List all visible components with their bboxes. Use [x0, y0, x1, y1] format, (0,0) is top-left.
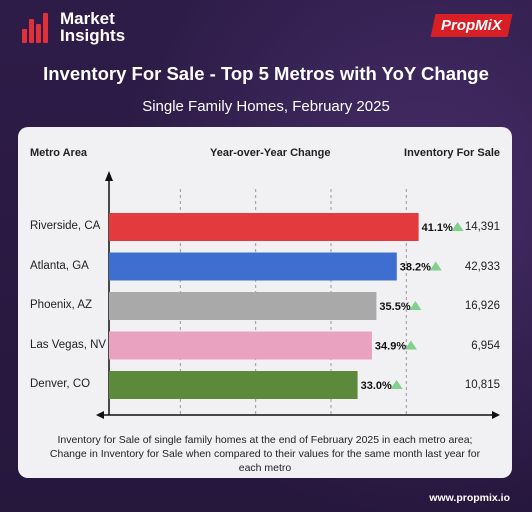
metro-label-1: Atlanta, GA [30, 259, 89, 272]
bar-chart: 41.1% 38.2% 35.5% 34.9% 33.0% [96, 171, 500, 419]
page-subtitle: Single Family Homes, February 2025 [142, 98, 390, 115]
value-label-0: 41.1% [422, 222, 453, 234]
logo-line-2: Insights [60, 26, 126, 45]
market-insights-logo: Market Insights [22, 10, 125, 44]
metro-label-2: Phoenix, AZ [30, 299, 93, 311]
inventory-value-3: 6,954 [471, 339, 500, 352]
x-axis-left-arrow [96, 411, 104, 419]
inventory-value-0: 14,391 [464, 221, 500, 233]
metro-label-4: Denver, CO [30, 378, 91, 390]
bar-1 [109, 252, 397, 281]
bar-3 [109, 331, 372, 360]
value-label-4: 33.0% [361, 380, 392, 392]
up-arrow-icon-3 [404, 340, 417, 350]
inventory-value-1: 42,933 [464, 260, 500, 273]
up-arrow-icon-2 [409, 301, 422, 310]
propmix-brand-logo: PropMiX [430, 14, 513, 37]
value-label-2: 35.5% [379, 301, 410, 313]
value-label-3: 34.9% [375, 341, 406, 353]
up-arrow-icon-1 [429, 261, 442, 271]
metro-label-0: Riverside, CA [30, 220, 101, 232]
up-arrow-icon-4 [390, 380, 403, 389]
bar-2 [109, 292, 377, 320]
page-title: Inventory For Sale - Top 5 Metros with Y… [43, 63, 489, 84]
yoy-change-header: Year-over-Year Change [210, 147, 331, 159]
bar-chart-logo-icon [22, 11, 52, 43]
website-url: www.propmix.io [429, 492, 510, 504]
value-label-1: 38.2% [400, 262, 431, 274]
chart-card: Metro Area Year-over-Year Change Invento… [18, 127, 512, 478]
inventory-header: Inventory For Sale [404, 147, 500, 159]
inventory-value-4: 10,815 [464, 379, 500, 391]
chart-caption: Inventory for Sale of single family home… [49, 434, 481, 474]
bar-0 [109, 213, 419, 241]
x-axis-right-arrow [492, 411, 500, 419]
metro-label-3: Las Vegas, NV [30, 338, 107, 351]
inventory-value-2: 16,926 [464, 300, 500, 312]
metro-area-header: Metro Area [30, 147, 88, 159]
bar-4 [109, 371, 358, 399]
y-axis-arrow [105, 171, 113, 181]
up-arrow-icon-0 [451, 222, 464, 231]
logo-line-1: Market [60, 9, 115, 28]
